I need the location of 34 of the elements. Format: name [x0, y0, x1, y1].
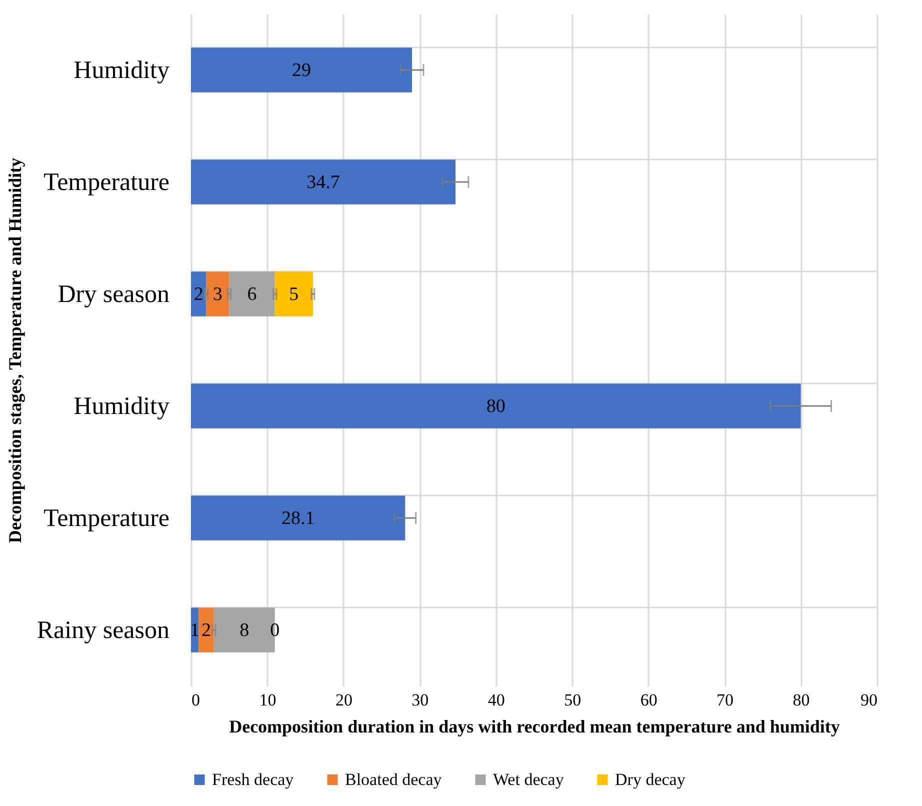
data-label: 80 [486, 396, 506, 417]
data-label: 8 [240, 620, 250, 641]
x-tick-label: 20 [335, 690, 352, 710]
data-label: 2 [194, 284, 204, 305]
legend-label: Dry decay [615, 770, 686, 789]
x-tick-label: 10 [259, 690, 276, 710]
x-tick-label: 0 [192, 690, 200, 710]
data-label: 1 [190, 620, 200, 641]
x-tick-label: 60 [640, 690, 658, 710]
y-axis-title: Decomposition stages, Temperature and Humidity [4, 158, 25, 544]
data-label: 3 [212, 284, 222, 305]
x-axis-title: Decomposition duration in days with recorded mean temperature and humidity [229, 716, 840, 736]
legend-label: Fresh decay [212, 770, 294, 789]
data-label: 29 [292, 60, 312, 81]
y-tick-label: Temperature [44, 505, 170, 532]
legend-label: Bloated decay [345, 770, 442, 789]
y-tick-label: Temperature [44, 169, 170, 196]
y-tick-label: Humidity [74, 393, 170, 420]
data-label: 5 [289, 284, 299, 305]
data-label: 6 [247, 284, 257, 305]
legend-label: Wet decay [493, 770, 564, 789]
data-label: 0 [270, 620, 280, 641]
data-label: 34.7 [306, 172, 340, 193]
x-tick-label: 90 [860, 690, 878, 710]
x-tick-label: 70 [716, 690, 734, 710]
data-label: 2 [201, 620, 211, 641]
y-tick-label: Rainy season [36, 617, 170, 644]
data-label: 28.1 [281, 508, 315, 529]
y-tick-label: Humidity [74, 57, 170, 84]
x-tick-label: 40 [488, 690, 505, 710]
x-tick-label: 50 [564, 690, 582, 710]
y-tick-label: Dry season [58, 281, 170, 308]
x-tick-label: 80 [792, 690, 810, 710]
x-tick-label: 30 [412, 690, 429, 710]
